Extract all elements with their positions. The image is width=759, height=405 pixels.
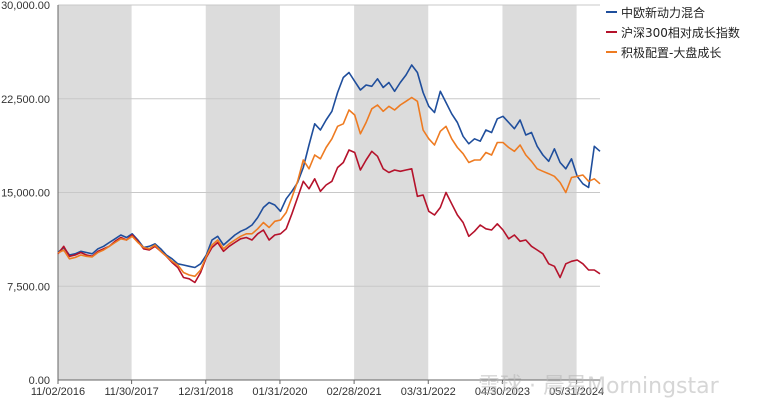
y-axis-tick-labels: 30,000.00 22,500.00 15,000.00 7,500.00 0.00 [1,0,50,387]
watermark: 雪球 · 晨星Morningstar [478,374,719,399]
y-tick-label: 15,000.00 [1,188,50,200]
y-tick-label: 30,000.00 [1,0,50,12]
x-tick-label: 05/31/2024 [549,386,604,398]
x-tick-label: 03/31/2022 [401,386,456,398]
axes [57,5,600,384]
legend-item-label: 沪深300相对成长指数 [621,25,740,40]
legend-item-label: 积极配置-大盘成长 [621,45,721,60]
x-tick-label: 11/02/2016 [31,386,85,398]
series-line-1 [57,64,601,269]
y-tick-label: 0.00 [29,375,50,387]
series-line-3 [57,96,601,278]
x-tick-label: 12/31/2018 [178,386,233,398]
x-tick-label: 04/30/2023 [475,386,530,398]
y-tick-label: 22,500.00 [1,94,50,106]
legend-item-label: 中欧新动力混合 [621,5,705,20]
x-tick-label: 02/28/2021 [327,386,382,398]
x-axis-tick-labels: 11/02/2016 11/30/2017 12/31/2018 01/31/2020… [31,386,604,398]
x-tick-label: 01/31/2020 [252,386,307,398]
series-lines [57,64,601,284]
series-line-2 [57,149,601,284]
y-tick-label: 7,500.00 [7,281,50,293]
x-tick-label: 11/30/2017 [104,386,158,398]
